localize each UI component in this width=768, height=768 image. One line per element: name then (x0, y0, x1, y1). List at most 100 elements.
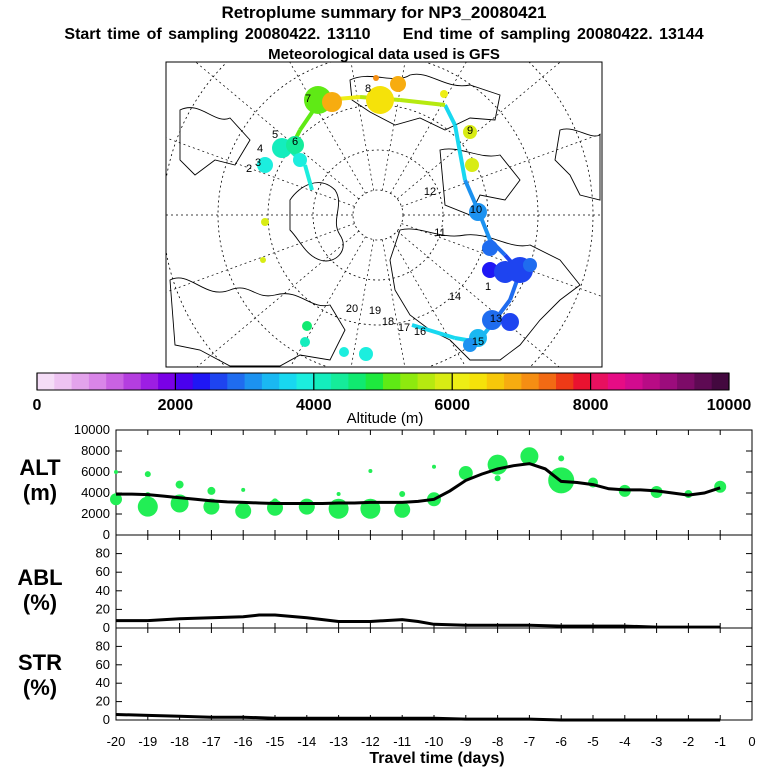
colorbar-swatch (71, 373, 90, 390)
alt-bubble (144, 471, 151, 478)
day-label: 4 (257, 143, 263, 155)
y-tick-label: 60 (96, 657, 110, 672)
y-tick-label: 4000 (81, 485, 110, 500)
x-tick-label: -14 (297, 734, 316, 749)
colorbar-label: Altitude (m) (347, 410, 424, 427)
str-axis-label: STR (18, 650, 62, 675)
day-label: 14 (449, 291, 461, 303)
colorbar-tick-label: 8000 (573, 397, 609, 414)
colorbar-tick-label: 0 (33, 397, 42, 414)
met-data-label: Meteorological data used is GFS (268, 46, 500, 63)
day-label: 6 (292, 136, 298, 148)
colorbar-swatch (538, 373, 557, 390)
x-tick-label: -5 (587, 734, 599, 749)
day-label: 20 (346, 303, 358, 315)
trajectory-segment (411, 323, 456, 340)
alt-bubble (137, 496, 158, 517)
y-tick-label: 40 (96, 675, 110, 690)
colorbar-swatch (642, 373, 661, 390)
alt-bubble (175, 480, 184, 489)
start-time-label: Start time of sampling 20080422. 13110 (64, 26, 371, 43)
x-tick-label: -13 (329, 734, 348, 749)
x-tick-label: -4 (619, 734, 631, 749)
abl-panel: 0 20 40 60 80 (96, 534, 753, 635)
day-label: 16 (414, 326, 426, 338)
day-label: 11 (434, 227, 445, 239)
map-bubble (339, 347, 349, 357)
y-tick-label: 80 (96, 546, 110, 561)
colorbar-swatch (521, 373, 540, 390)
y-tick-label: 20 (96, 601, 110, 616)
x-tick-label: -3 (651, 734, 663, 749)
map-bubble (482, 240, 498, 256)
map-bubble (286, 136, 304, 154)
x-tick-label: -12 (361, 734, 380, 749)
colorbar-swatch (400, 373, 418, 390)
alt-bubble (368, 468, 373, 473)
alt-bubble (207, 486, 216, 495)
sampling-times: Start time of sampling 20080422. 13110 E… (0, 26, 768, 44)
day-label: 3 (255, 157, 261, 169)
day-label: 2 (246, 163, 252, 175)
colorbar-swatch (227, 373, 245, 390)
alt-bubble (432, 464, 436, 469)
alt-bubble (558, 455, 565, 462)
x-tick-label: 0 (748, 734, 755, 749)
map-bubble (366, 86, 394, 114)
coastline (439, 148, 521, 216)
x-tick-label: -18 (170, 734, 189, 749)
abl-axis-unit: (%) (23, 590, 57, 615)
colorbar-swatch (607, 373, 626, 390)
x-tick-label: -11 (393, 734, 411, 749)
trajectory-segment (399, 98, 446, 107)
day-label: 1 (485, 281, 491, 293)
coastline (554, 128, 601, 201)
colorbar-swatch (158, 373, 176, 390)
colorbar-swatch (417, 373, 436, 390)
y-tick-label: 0 (103, 527, 110, 542)
x-tick-label: -1 (714, 734, 726, 749)
x-tick-label: -8 (492, 734, 504, 749)
colorbar-swatch (711, 373, 730, 390)
colorbar-swatch (244, 373, 263, 390)
colorbar-swatch (486, 373, 505, 390)
y-tick-label: 8000 (81, 443, 110, 458)
colorbar-swatch (365, 373, 384, 390)
series-line (116, 613, 721, 629)
coastline (169, 277, 346, 367)
alt-bubble (399, 491, 406, 498)
coastline (389, 228, 581, 361)
colorbar-swatch (573, 373, 591, 390)
day-label: 17 (398, 322, 410, 334)
alt-bubble (520, 447, 539, 466)
map-bubble (501, 313, 519, 331)
colorbar-swatch (434, 373, 453, 390)
colorbar-swatch (123, 373, 142, 390)
map-bubble (469, 203, 487, 221)
coastline (289, 182, 344, 262)
day-label: 9 (467, 125, 473, 137)
map-bubble (373, 75, 379, 81)
y-tick-label: 0 (103, 620, 110, 635)
str-axis-unit: (%) (23, 675, 57, 700)
coastline (349, 73, 501, 131)
map-bubble (302, 321, 312, 331)
colorbar-swatch (452, 373, 470, 390)
colorbar-swatch (37, 373, 55, 390)
colorbar-swatch (659, 373, 678, 390)
x-tick-label: -7 (524, 734, 536, 749)
x-tick-label: -20 (107, 734, 126, 749)
panel-frame (115, 429, 753, 536)
alt-bubble (241, 487, 246, 492)
map-bubble (463, 338, 477, 352)
day-label: 12 (424, 186, 436, 198)
colorbar-swatch (590, 373, 609, 390)
colorbar-swatch (331, 373, 349, 390)
colorbar-swatch (192, 373, 211, 390)
colorbar-swatch (210, 373, 228, 390)
x-axis-label: Travel time (days) (369, 750, 504, 767)
abl-axis-label: ABL (17, 565, 62, 590)
